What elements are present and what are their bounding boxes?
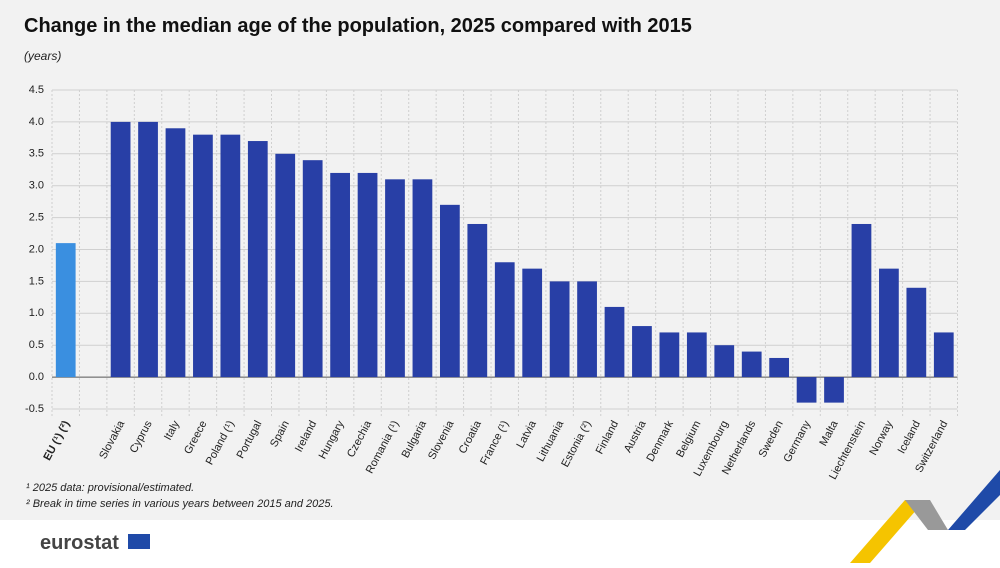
bar — [522, 268, 543, 378]
y-tick-label: -0.5 — [25, 403, 44, 415]
y-tick-label: 1.5 — [29, 275, 44, 287]
chart-subtitle: (years) — [24, 49, 61, 63]
footnote: ² Break in time series in various years … — [26, 498, 334, 510]
bar — [714, 345, 735, 378]
bar — [604, 306, 625, 378]
footnote: ¹ 2025 data: provisional/estimated. — [26, 482, 194, 494]
bar — [741, 351, 762, 378]
y-tick-label: 2.5 — [29, 212, 44, 224]
y-tick-label: 4.5 — [29, 84, 44, 96]
bar — [933, 332, 954, 378]
bar — [247, 141, 268, 378]
bar — [55, 243, 76, 378]
logo-text: eurostat — [40, 532, 119, 554]
bar — [577, 281, 597, 378]
bar — [906, 287, 927, 378]
y-tick-label: 3.0 — [29, 180, 44, 192]
bar — [549, 281, 570, 378]
bar — [302, 160, 323, 378]
bar — [632, 326, 652, 378]
bar — [193, 134, 213, 378]
decor — [905, 500, 948, 530]
bar — [385, 179, 405, 378]
decor — [850, 500, 925, 563]
bar — [686, 332, 707, 378]
decor — [928, 470, 1000, 530]
bar — [879, 268, 899, 378]
eu-flag — [128, 534, 150, 549]
y-tick-label: 4.0 — [29, 116, 44, 128]
y-tick-label: 2.0 — [29, 243, 44, 255]
chart-title: Change in the median age of the populati… — [24, 15, 692, 37]
bar — [412, 179, 433, 378]
bar — [851, 223, 872, 378]
y-tick-label: 0.5 — [29, 339, 44, 351]
y-tick-label: 3.5 — [29, 148, 44, 160]
bar — [165, 128, 186, 378]
bar — [824, 377, 844, 403]
bar — [275, 153, 296, 378]
y-tick-label: 1.0 — [29, 307, 44, 319]
bar — [138, 121, 158, 378]
bar — [769, 357, 790, 378]
bar — [467, 223, 488, 378]
bar — [439, 204, 460, 378]
bar — [357, 172, 378, 378]
bar — [494, 262, 515, 378]
bar — [220, 134, 241, 378]
bar — [330, 172, 350, 378]
bar — [110, 121, 131, 378]
y-tick-label: 0.0 — [29, 371, 44, 383]
footer-background — [0, 520, 1000, 563]
bar — [796, 377, 817, 403]
bar — [659, 332, 680, 378]
